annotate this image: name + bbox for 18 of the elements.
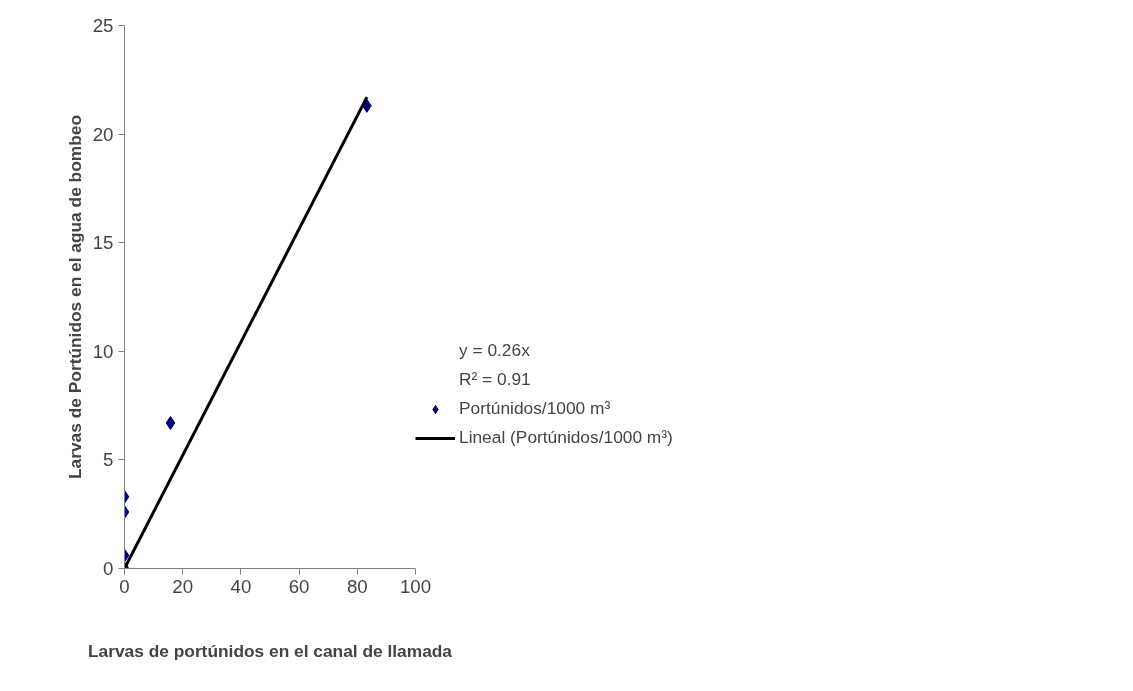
y-tick-label: 5: [103, 449, 114, 471]
legend-label: Lineal (Portúnidos/1000 m³): [459, 427, 673, 448]
y-tick-label: 15: [92, 232, 114, 254]
x-tick-label: 80: [346, 575, 368, 597]
y-axis-title: Larvas de Portúnidos en el agua de bombeo: [64, 115, 85, 479]
text: y = 0.26x: [459, 340, 530, 361]
x-tick-label: 40: [230, 575, 252, 597]
y-tick-label: 0: [103, 558, 114, 579]
text: R² = 0.91: [459, 369, 531, 390]
legend-label: Portúnidos/1000 m³: [459, 398, 611, 419]
x-tick-label: 0: [119, 575, 130, 597]
y-tick-label: 20: [92, 123, 114, 145]
x-tick-label: 100: [399, 575, 432, 597]
x-tick-label: 20: [172, 575, 194, 597]
x-tick-label: 60: [288, 575, 310, 597]
x-axis-title: Larvas de portúnidos en el canal de llamada: [88, 640, 453, 661]
y-tick-label: 25: [92, 15, 114, 36]
y-tick-label: 10: [92, 340, 114, 362]
